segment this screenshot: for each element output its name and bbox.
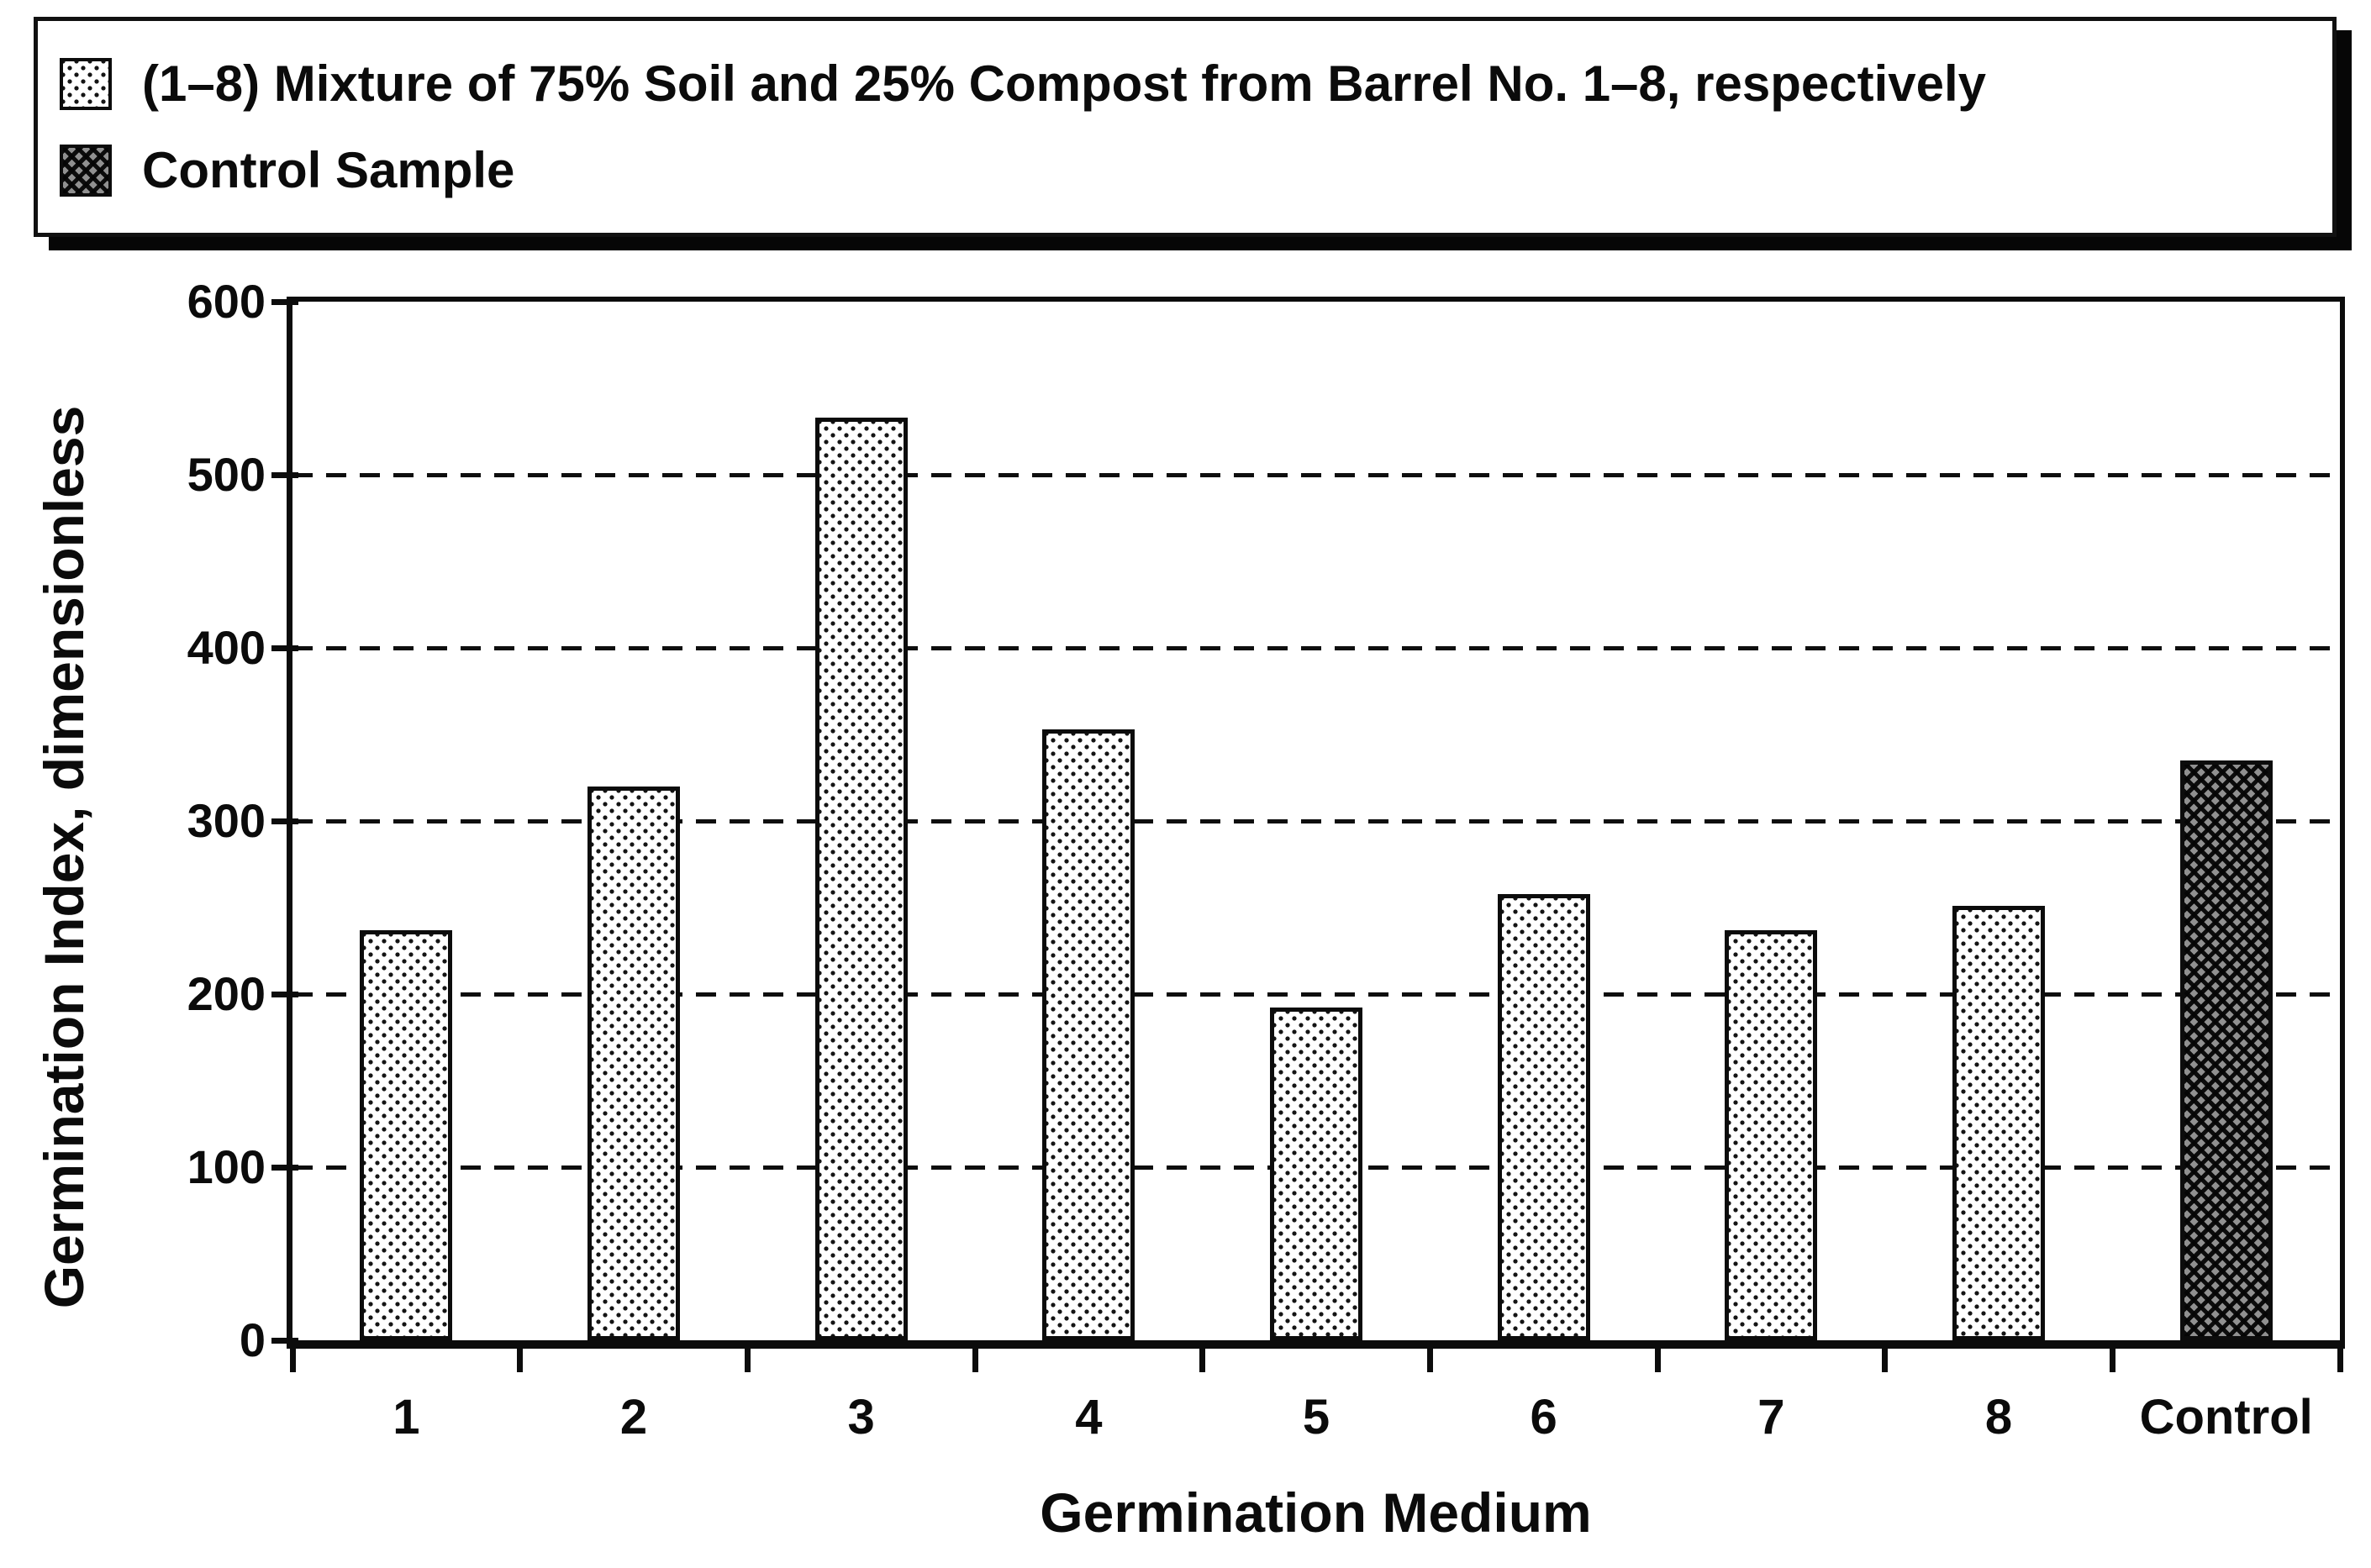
- y-tick-mark-500: [271, 471, 298, 478]
- bar-8: [1952, 906, 2045, 1340]
- x-tick-mark-7: [1882, 1345, 1889, 1372]
- gridline-400: [292, 645, 2340, 650]
- bar-7: [1725, 930, 1818, 1340]
- x-tick-mark-6: [1654, 1345, 1661, 1372]
- x-tick-mark-2: [744, 1345, 751, 1372]
- y-tick-label: 0: [239, 1313, 266, 1366]
- x-category-label-7: 7: [1757, 1390, 1785, 1444]
- legend-item-mixture: (1–8) Mixture of 75% Soil and 25% Compos…: [60, 55, 2332, 113]
- x-tick-mark-3: [972, 1345, 978, 1372]
- y-tick-label: 300: [187, 794, 266, 847]
- x-category-label-5: 5: [1302, 1390, 1330, 1444]
- legend-item-control: Control Sample: [60, 141, 2332, 199]
- x-category-label-6: 6: [1530, 1390, 1557, 1444]
- bar-4: [1042, 729, 1135, 1340]
- x-axis-title: Germination Medium: [1040, 1481, 1592, 1544]
- y-tick-label: 500: [187, 448, 266, 501]
- y-axis-title: Germination Index, dimensionless: [33, 405, 95, 1309]
- bar-5: [1270, 1008, 1362, 1340]
- x-tick-mark-4: [1199, 1345, 1206, 1372]
- bar-6: [1497, 894, 1590, 1340]
- legend-box: (1–8) Mixture of 75% Soil and 25% Compos…: [34, 17, 2337, 237]
- crosshatch-pattern-swatch: [60, 144, 112, 197]
- bar-3: [814, 418, 908, 1340]
- y-tick-label: 100: [187, 1140, 266, 1193]
- plot-area: [287, 297, 2345, 1349]
- x-tick-mark-9: [2337, 1345, 2343, 1372]
- x-tick-mark-8: [2109, 1345, 2115, 1372]
- gridline-200: [292, 992, 2340, 997]
- y-tick-mark-300: [271, 818, 298, 824]
- x-tick-mark-1: [517, 1345, 524, 1372]
- x-category-label-2: 2: [619, 1390, 648, 1444]
- bar-2: [587, 787, 680, 1340]
- y-tick-mark-200: [271, 991, 298, 997]
- x-category-label-Control: Control: [2139, 1390, 2313, 1444]
- y-tick-label: 600: [187, 275, 266, 328]
- y-tick-mark-400: [271, 645, 298, 651]
- legend-item-label: Control Sample: [142, 142, 515, 198]
- x-category-label-3: 3: [847, 1390, 875, 1444]
- gridline-300: [292, 818, 2340, 823]
- gridline-500: [292, 472, 2340, 477]
- x-category-label-8: 8: [1984, 1390, 2013, 1444]
- y-tick-label: 200: [187, 967, 266, 1020]
- x-tick-mark-0: [289, 1345, 296, 1372]
- x-tick-mark-5: [1426, 1345, 1433, 1372]
- bar-Control: [2179, 760, 2273, 1340]
- legend-item-label: (1–8) Mixture of 75% Soil and 25% Compos…: [142, 55, 1987, 112]
- y-tick-mark-0: [271, 1337, 298, 1344]
- x-category-label-4: 4: [1075, 1390, 1103, 1444]
- bar-1: [360, 930, 453, 1340]
- y-tick-mark-600: [271, 298, 298, 305]
- dotted-pattern-swatch: [60, 57, 112, 110]
- y-tick-label: 400: [187, 621, 266, 674]
- x-category-label-1: 1: [393, 1390, 420, 1444]
- y-tick-mark-100: [271, 1164, 298, 1171]
